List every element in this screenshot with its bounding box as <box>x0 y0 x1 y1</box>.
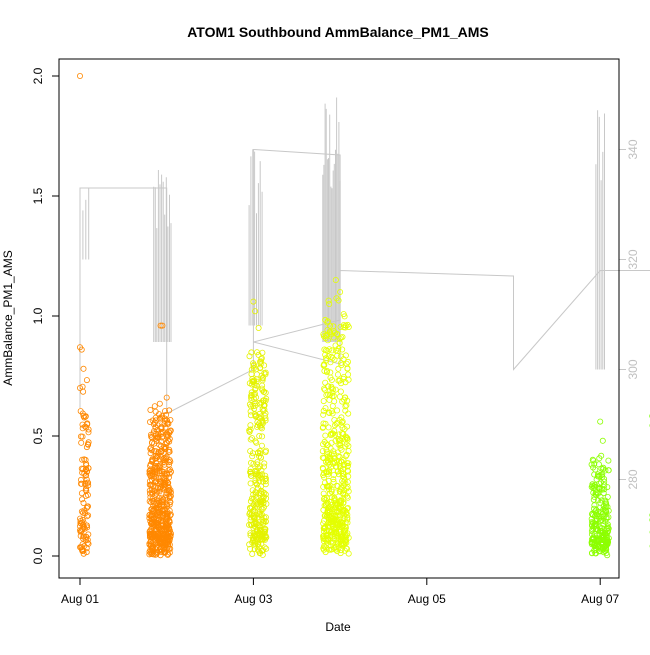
data-point <box>346 411 351 416</box>
data-point <box>338 389 343 394</box>
data-point <box>326 425 331 430</box>
data-point <box>84 378 89 383</box>
data-point <box>343 454 348 459</box>
x-tick-label: Aug 01 <box>61 592 99 606</box>
data-point <box>81 366 86 371</box>
y-axis-label: AmmBalance_PM1_AMS <box>1 250 15 385</box>
x-axis-label: Date <box>325 620 351 634</box>
y-tick-label: 2.0 <box>31 67 45 84</box>
y-tick-label: 0.5 <box>31 427 45 444</box>
data-point <box>262 461 267 466</box>
data-point <box>77 73 82 78</box>
data-point <box>248 481 253 486</box>
data-point <box>250 551 255 556</box>
y2-tick-label: 300 <box>626 359 640 379</box>
chart-title: ATOM1 Southbound AmmBalance_PM1_AMS <box>187 24 489 40</box>
y-tick-label: 0.0 <box>31 547 45 564</box>
data-point <box>606 458 611 463</box>
data-point <box>264 546 269 551</box>
y2-tick-label: 340 <box>626 139 640 159</box>
data-point <box>322 347 327 352</box>
y-tick-label: 1.0 <box>31 307 45 324</box>
data-point <box>324 393 329 398</box>
data-point <box>157 401 162 406</box>
data-point <box>600 438 605 443</box>
data-point <box>79 440 84 445</box>
data-point <box>598 419 603 424</box>
y2-tick-label: 320 <box>626 249 640 269</box>
data-point <box>321 399 326 404</box>
y-tick-label: 1.5 <box>31 187 45 204</box>
data-point <box>335 372 340 377</box>
data-point <box>260 350 265 355</box>
x-tick-label: Aug 05 <box>408 592 446 606</box>
data-point <box>606 468 611 473</box>
data-point <box>601 491 606 496</box>
data-point <box>148 407 153 412</box>
x-tick-label: Aug 03 <box>234 592 272 606</box>
data-point <box>330 403 335 408</box>
data-point <box>256 325 261 330</box>
data-point <box>327 397 332 402</box>
data-point <box>592 503 597 508</box>
data-point <box>323 433 328 438</box>
y2-tick-label: 280 <box>626 469 640 489</box>
data-point <box>250 454 255 459</box>
x-tick-label: Aug 07 <box>581 592 619 606</box>
data-point <box>263 473 268 478</box>
data-point <box>254 372 259 377</box>
data-point <box>343 353 348 358</box>
data-point <box>259 443 264 448</box>
data-point <box>335 408 340 413</box>
data-point <box>335 353 340 358</box>
data-point <box>248 437 253 442</box>
data-point <box>249 436 254 441</box>
data-point <box>346 372 351 377</box>
data-point <box>152 404 157 409</box>
